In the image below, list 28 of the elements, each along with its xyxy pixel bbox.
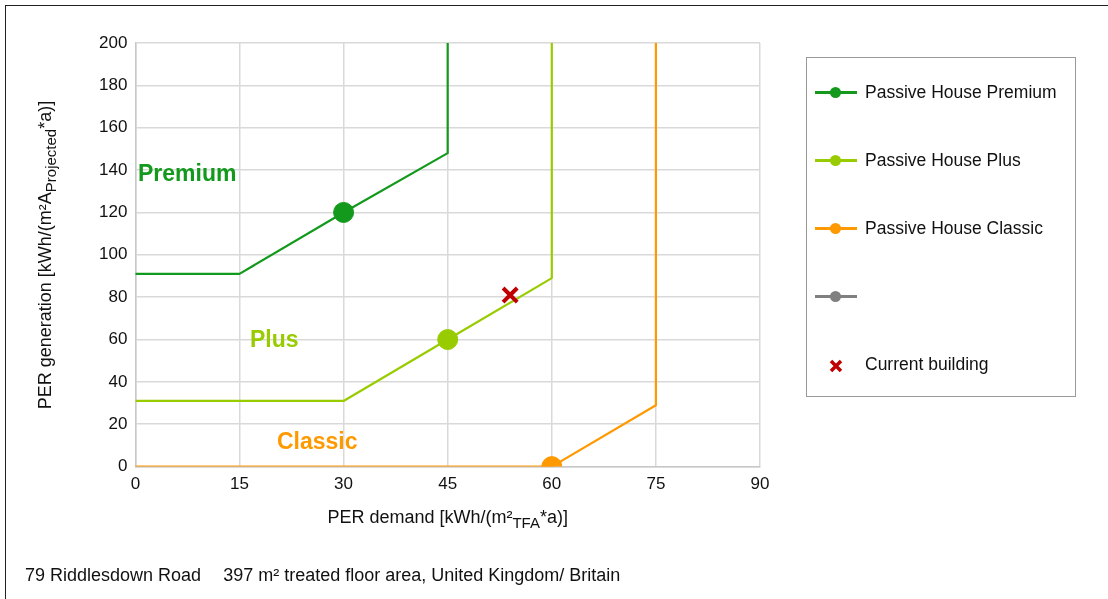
y-tick-label: 20 (108, 413, 128, 433)
y-tick-label: 140 (98, 159, 128, 179)
y-tick-label: 0 (117, 456, 128, 476)
y-tick-label: 100 (98, 244, 128, 264)
text: 79 Riddlesdown Road (25, 565, 202, 585)
legend-label: Passive House Premium (865, 81, 1057, 103)
y-tick-label: 80 (108, 286, 128, 306)
x-tick-label: 15 (230, 474, 249, 494)
y-tick-label: 120 (98, 202, 128, 222)
legend-label: Passive House Classic (865, 217, 1043, 239)
legend-label: Passive House Plus (865, 149, 1021, 171)
x-tick-label: 45 (438, 474, 458, 494)
y-tick-label: 200 (98, 32, 128, 52)
legend-label: Current building (865, 353, 989, 375)
y-tick-label: 180 (98, 75, 128, 95)
y-tick-label: 160 (98, 117, 128, 137)
annotation: Premium (138, 160, 237, 187)
annotation: Plus (250, 326, 299, 353)
x-axis-title: PER demand [kWh/(m²$_{TFA}$*a)] (327, 506, 568, 531)
x-tick-label: 90 (750, 474, 770, 494)
x-tick-label: 75 (646, 474, 666, 494)
x-tick-label: 0 (130, 474, 141, 494)
x-tick-label: 60 (542, 474, 562, 494)
annotation: Classic (277, 428, 358, 455)
x-tick-label: 30 (334, 474, 354, 494)
y-tick-label: 40 (108, 371, 128, 391)
text: 397 m² treated floor area, United Kingdom/ Britain (223, 565, 621, 585)
y-tick-label: 60 (108, 329, 128, 349)
